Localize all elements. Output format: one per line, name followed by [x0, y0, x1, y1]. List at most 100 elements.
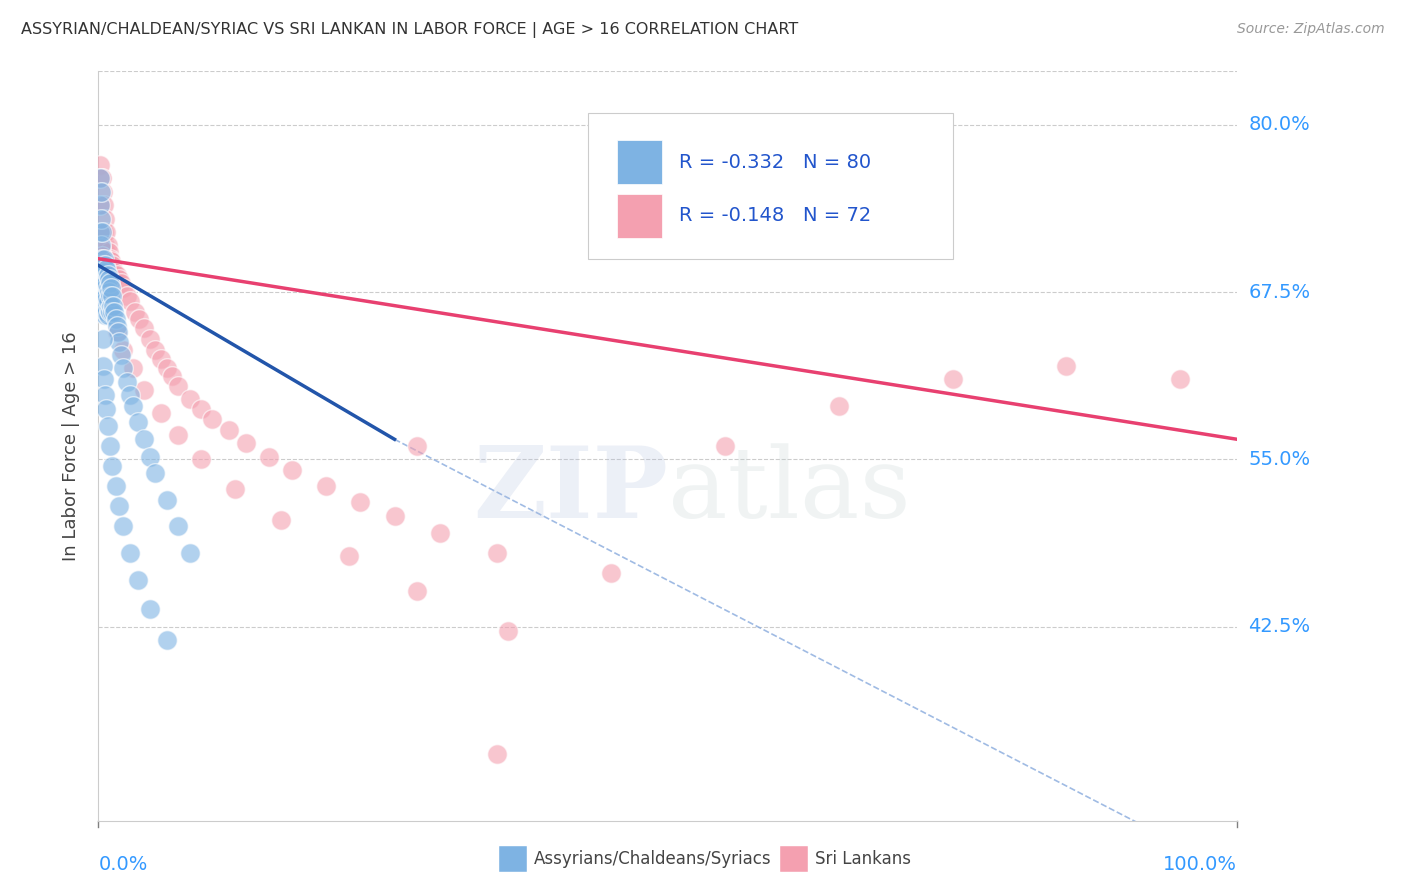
Point: [89, 259, 111, 273]
Point: [115, 289, 138, 303]
Point: [97, 271, 120, 285]
Point: [96, 281, 118, 295]
Point: [94, 271, 117, 285]
Point: [89, 158, 111, 172]
Text: 67.5%: 67.5%: [1249, 283, 1310, 301]
Point: [93, 198, 115, 212]
Y-axis label: In Labor Force | Age > 16: In Labor Force | Age > 16: [62, 331, 80, 561]
Point: [98, 252, 121, 266]
Point: [93, 372, 115, 386]
Point: [104, 312, 127, 326]
Point: [128, 312, 150, 326]
Point: [138, 332, 160, 346]
Point: [132, 321, 155, 335]
Point: [90, 238, 112, 252]
Point: [1054, 359, 1078, 373]
Point: [90, 185, 112, 199]
Point: [93, 225, 115, 239]
Point: [224, 482, 246, 496]
Point: [93, 276, 115, 290]
Point: [101, 289, 124, 303]
Point: [96, 294, 118, 309]
Point: [90, 259, 112, 273]
Point: [110, 276, 132, 290]
Point: [828, 399, 851, 413]
Point: [90, 265, 112, 279]
Point: [103, 265, 125, 279]
Text: Sri Lankans: Sri Lankans: [815, 850, 911, 868]
Text: Source: ZipAtlas.com: Source: ZipAtlas.com: [1237, 22, 1385, 37]
Point: [96, 401, 118, 416]
Text: 55.0%: 55.0%: [1249, 450, 1310, 469]
Point: [1170, 372, 1192, 386]
Point: [105, 326, 128, 340]
Point: [112, 361, 135, 376]
Point: [96, 245, 118, 260]
Point: [97, 294, 120, 309]
Point: [103, 305, 125, 319]
Point: [120, 546, 142, 560]
Point: [942, 372, 965, 386]
Point: [103, 298, 125, 313]
Point: [90, 241, 112, 255]
Point: [96, 308, 118, 322]
Point: [121, 361, 143, 376]
Point: [112, 343, 135, 357]
Point: [315, 479, 337, 493]
Point: [94, 388, 117, 402]
Text: Assyrians/Chaldeans/Syriacs: Assyrians/Chaldeans/Syriacs: [534, 850, 772, 868]
Point: [127, 415, 149, 429]
Point: [138, 602, 160, 616]
Point: [714, 439, 737, 453]
Point: [167, 428, 190, 442]
Point: [156, 361, 179, 376]
Point: [90, 278, 112, 293]
Point: [100, 298, 122, 313]
Point: [94, 259, 117, 273]
Point: [96, 305, 118, 319]
Point: [156, 633, 179, 648]
Point: [91, 259, 114, 273]
Text: 42.5%: 42.5%: [1249, 617, 1310, 636]
Point: [112, 519, 135, 533]
Bar: [617, 194, 662, 237]
Text: 100.0%: 100.0%: [1163, 855, 1237, 874]
Point: [384, 508, 406, 523]
Point: [96, 281, 118, 295]
Point: [94, 238, 117, 252]
Point: [90, 211, 112, 226]
Point: [201, 412, 224, 426]
Point: [96, 289, 118, 303]
Point: [96, 419, 118, 434]
Point: [337, 549, 360, 563]
Point: [107, 326, 129, 340]
Point: [90, 278, 112, 293]
Text: 80.0%: 80.0%: [1249, 115, 1310, 135]
Point: [90, 198, 112, 212]
Point: [94, 211, 117, 226]
Point: [98, 276, 121, 290]
Point: [115, 375, 138, 389]
Point: [93, 252, 115, 266]
Point: [145, 343, 167, 357]
Text: ASSYRIAN/CHALDEAN/SYRIAC VS SRI LANKAN IN LABOR FORCE | AGE > 16 CORRELATION CHA: ASSYRIAN/CHALDEAN/SYRIAC VS SRI LANKAN I…: [21, 22, 799, 38]
Point: [190, 401, 212, 416]
Point: [97, 302, 120, 317]
Point: [93, 305, 115, 319]
Point: [486, 747, 509, 761]
Point: [110, 348, 132, 362]
Point: [90, 305, 112, 319]
Text: 0.0%: 0.0%: [98, 855, 148, 874]
Point: [89, 198, 111, 212]
Text: ZIP: ZIP: [472, 442, 668, 540]
Point: [105, 318, 128, 333]
Point: [96, 268, 118, 282]
FancyBboxPatch shape: [588, 112, 953, 259]
Point: [349, 495, 371, 509]
Point: [498, 624, 520, 638]
Point: [98, 305, 121, 319]
Text: R = -0.148   N = 72: R = -0.148 N = 72: [679, 206, 872, 226]
Point: [121, 399, 143, 413]
Point: [132, 433, 155, 447]
Point: [93, 289, 115, 303]
